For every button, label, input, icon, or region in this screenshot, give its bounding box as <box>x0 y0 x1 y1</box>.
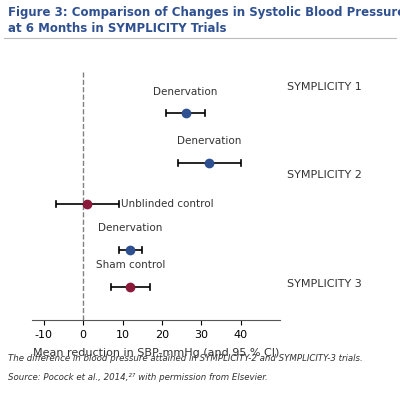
X-axis label: Mean reduction in SBP-mmHg (and 95 % CI): Mean reduction in SBP-mmHg (and 95 % CI) <box>33 348 279 358</box>
Text: Denervation: Denervation <box>153 87 218 97</box>
Text: SYMPLICITY 3: SYMPLICITY 3 <box>287 279 362 289</box>
Text: Denervation: Denervation <box>98 223 163 233</box>
Text: Unblinded control: Unblinded control <box>120 199 213 209</box>
Text: SYMPLICITY 2: SYMPLICITY 2 <box>287 170 362 180</box>
Text: Sham control: Sham control <box>96 260 165 270</box>
Text: Source: Pocock et al., 2014,²⁷ with permission from Elsevier.: Source: Pocock et al., 2014,²⁷ with perm… <box>8 373 268 382</box>
Text: at 6 Months in SYMPLICITY Trials: at 6 Months in SYMPLICITY Trials <box>8 22 226 35</box>
Text: Denervation: Denervation <box>177 136 241 146</box>
Text: Figure 3: Comparison of Changes in Systolic Blood Pressure: Figure 3: Comparison of Changes in Systo… <box>8 6 400 19</box>
Text: The difference in blood pressure attained in SYMPLICITY-2 and SYMPLICITY-3 trial: The difference in blood pressure attaine… <box>8 354 363 363</box>
Text: SYMPLICITY 1: SYMPLICITY 1 <box>287 82 362 92</box>
